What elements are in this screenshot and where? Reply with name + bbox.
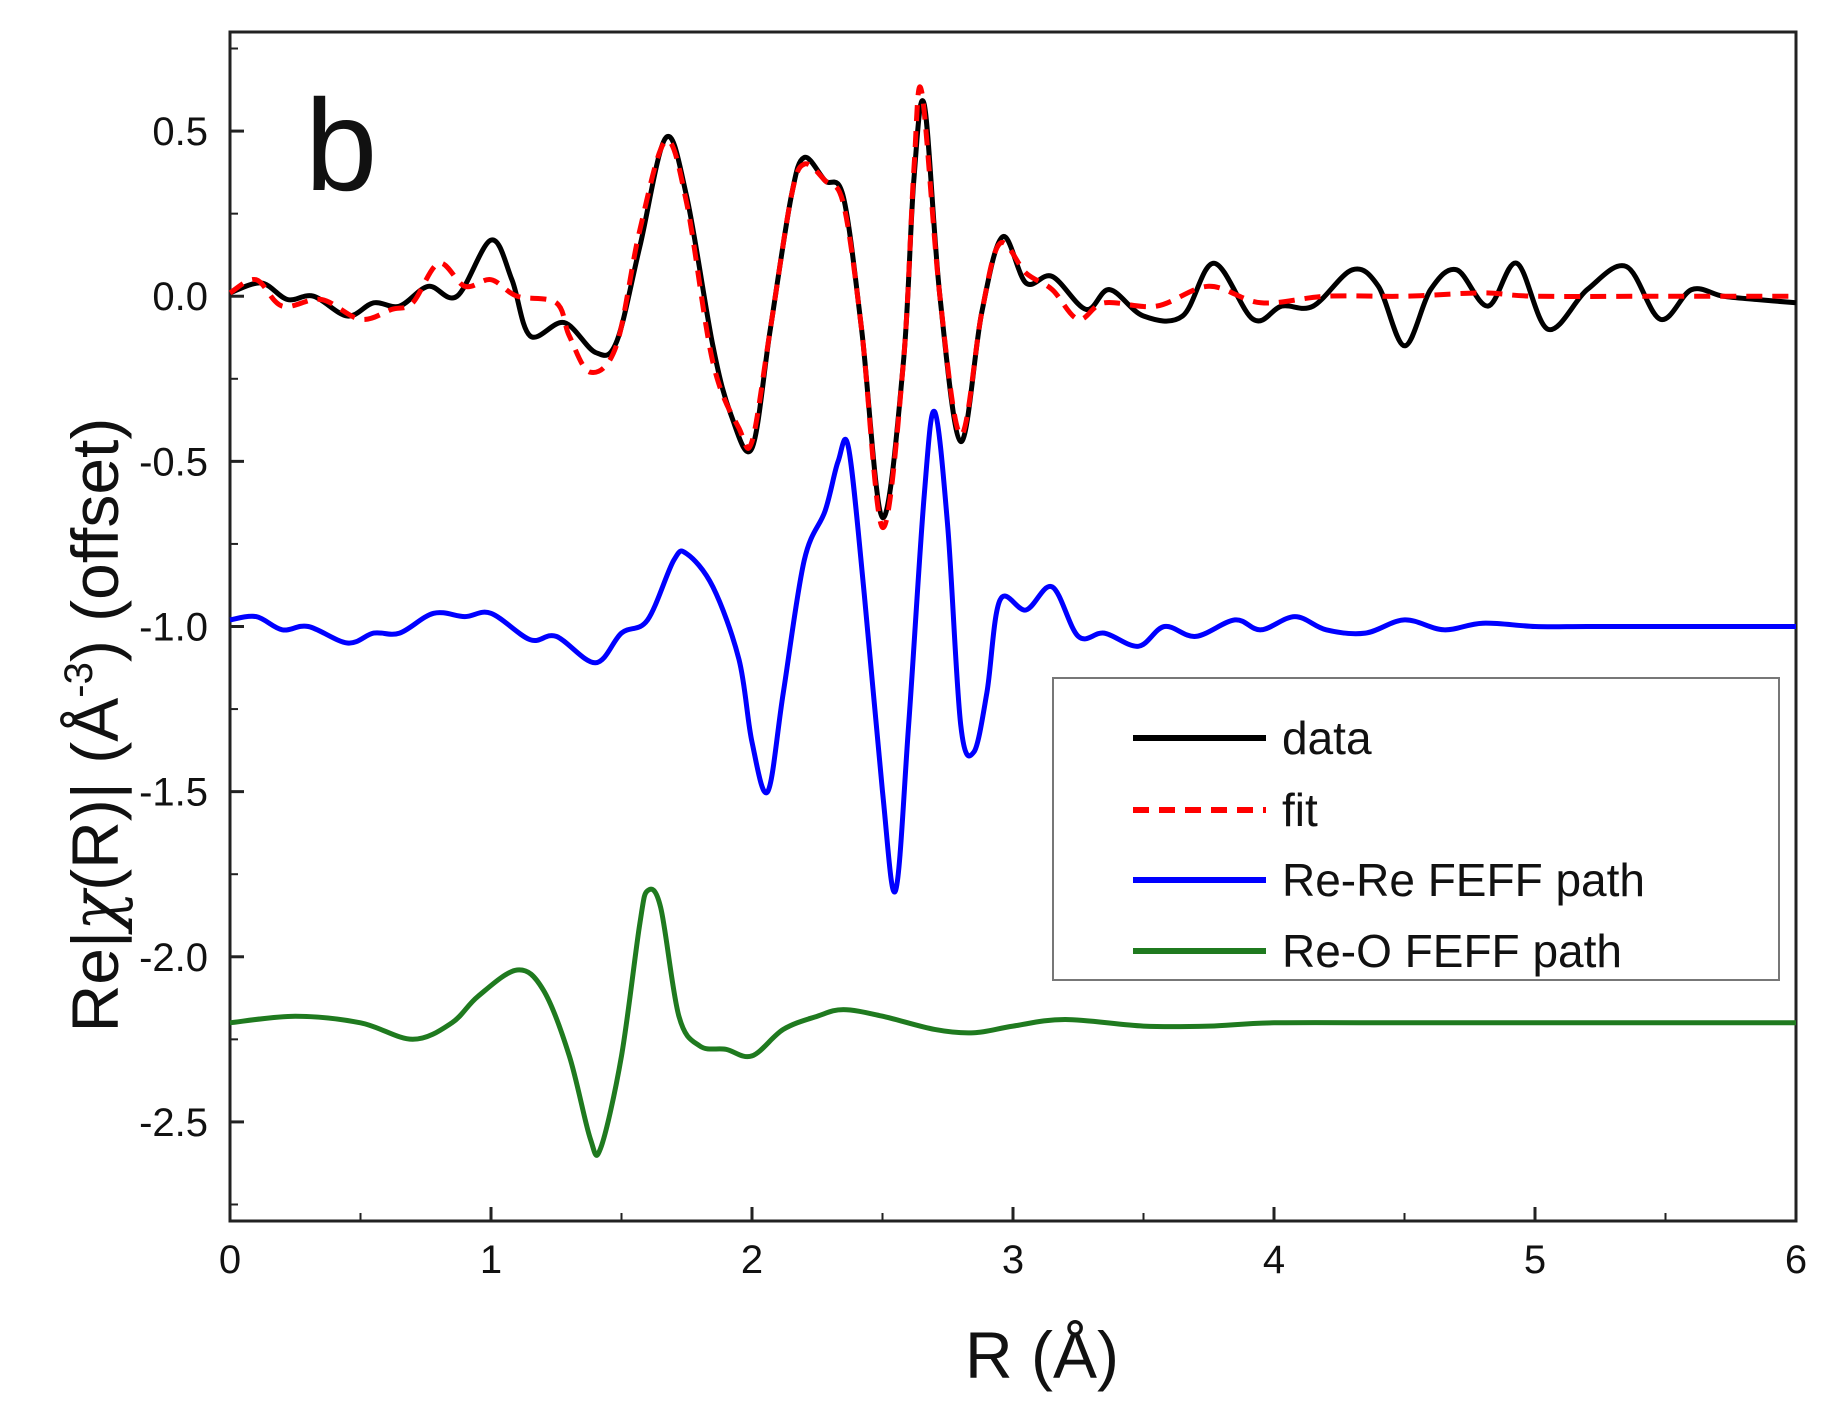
series-line-fit [228,84,1797,530]
x-tick-label: 0 [219,1238,241,1282]
y-axis-title-post: ) (offset) [58,418,132,663]
x-tick-label: 2 [741,1238,763,1282]
legend-box [1052,677,1780,981]
y-axis-title-mid: (R)| ( [58,742,132,891]
legend: data fit Re-Re FEFF path Re-O FEFF path [1052,677,1780,981]
x-tick-label: 6 [1785,1238,1807,1282]
y-tick-label: -2.5 [139,1101,208,1145]
y-tick-label: -0.5 [139,440,208,484]
y-tick-label: -1.5 [139,771,208,815]
y-axis-title: Re|χ(R)| (Å-3) (offset) [57,418,134,1033]
series-lines [228,84,1797,1158]
series-line-re-o-feff-path [229,886,1796,1158]
axis-ticks: 0 1 2 3 4 5 6 0.5 0.0 -0.5 -1.0 -1.5 -2.0 -2.5 [139,47,1807,1282]
y-axis-title-exponent: -3 [57,662,101,698]
x-tick-label: 5 [1524,1238,1546,1282]
legend-entries: data fit Re-Re FEFF path Re-O FEFF path [1133,712,1645,977]
x-tick-label: 3 [1002,1238,1024,1282]
y-tick-label: 0.5 [152,110,208,154]
y-axis-title-chi: χ [57,887,134,935]
x-axis-title: R (Å) [965,1318,1119,1392]
y-axis-title-unit: Å [58,698,132,742]
y-tick-label: 0.0 [152,275,208,319]
y-tick-label: -2.0 [139,936,208,980]
y-tick-label: -1.0 [139,606,208,650]
x-tick-label: 1 [480,1238,502,1282]
panel-label: b [305,72,377,218]
legend-label: Re-O FEFF path [1282,925,1622,977]
series-line-data [229,98,1797,521]
legend-label: data [1282,712,1372,764]
legend-label: fit [1282,784,1318,836]
series-line-re-re-feff-path [229,408,1796,895]
legend-label: Re-Re FEFF path [1282,854,1645,906]
y-axis-title-pre: Re| [58,931,132,1033]
x-tick-label: 4 [1263,1238,1285,1282]
